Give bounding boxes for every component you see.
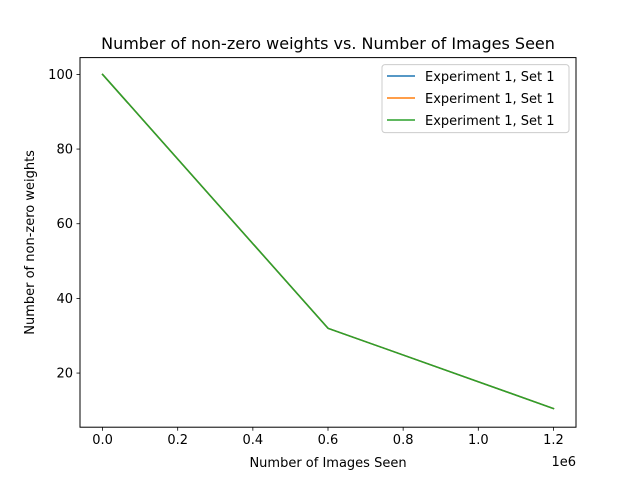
legend-label-3: Experiment 1, Set 1	[425, 114, 555, 129]
x-tick-label: 1.2	[543, 433, 564, 448]
legend-label-2: Experiment 1, Set 1	[425, 92, 555, 107]
x-tick-label: 0.8	[393, 433, 414, 448]
y-tick-label: 80	[56, 143, 73, 158]
y-tick-label: 40	[56, 292, 73, 307]
x-tick-label: 0.0	[92, 433, 113, 448]
chart-title: Number of non-zero weights vs. Number of…	[101, 34, 555, 53]
y-tick-label: 20	[56, 367, 73, 382]
x-tick-label: 0.4	[243, 433, 264, 448]
x-tick-label: 0.6	[318, 433, 339, 448]
y-axis-label: Number of non-zero weights	[23, 150, 38, 335]
series-line-3	[101, 73, 555, 410]
legend-label-1: Experiment 1, Set 1	[425, 70, 555, 85]
series-layer	[101, 73, 555, 410]
y-tick-label: 60	[56, 217, 73, 232]
y-tick-label: 100	[48, 68, 73, 83]
x-tick-label: 0.2	[167, 433, 188, 448]
legend-items: Experiment 1, Set 1 Experiment 1, Set 1 Ex…	[387, 70, 555, 129]
x-axis-ticks: 0.0 0.2 0.4 0.6 0.8 1.0 1.2	[92, 427, 564, 448]
x-tick-label: 1.0	[468, 433, 489, 448]
legend-box	[381, 64, 570, 134]
x-axis-label: Number of Images Seen	[249, 456, 406, 471]
legend: Experiment 1, Set 1 Experiment 1, Set 1 Ex…	[381, 64, 570, 134]
x-axis-offset-label: 1e6	[551, 455, 576, 470]
y-axis-ticks: 20 40 60 80 100	[48, 68, 80, 382]
